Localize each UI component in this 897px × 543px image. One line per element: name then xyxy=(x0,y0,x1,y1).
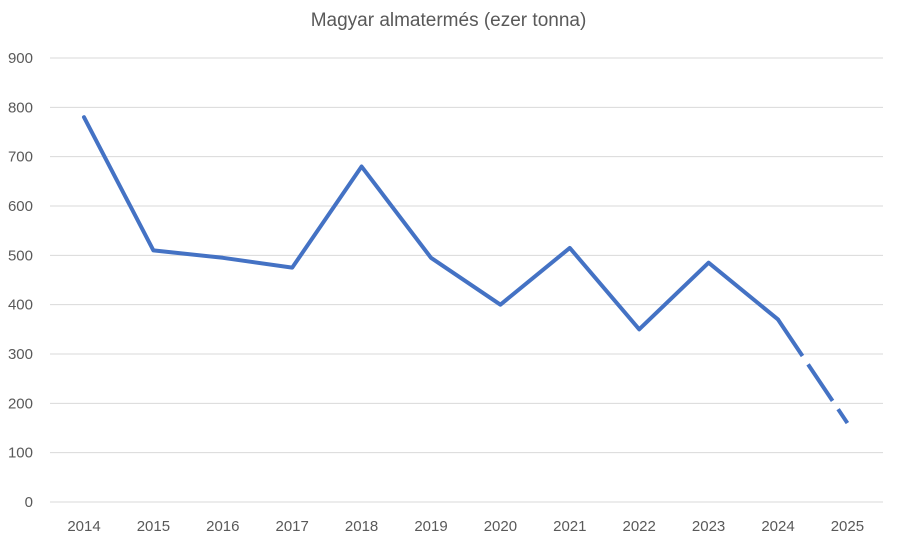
x-tick-label: 2017 xyxy=(276,518,309,535)
x-tick-label: 2021 xyxy=(553,518,586,535)
series-line xyxy=(82,115,780,332)
y-tick-label: 800 xyxy=(8,99,33,116)
y-tick-label: 700 xyxy=(8,149,33,166)
series-lines xyxy=(82,115,850,425)
x-tick-label: 2020 xyxy=(484,518,517,535)
y-axis-ticks: 0 100 200 300 400 500 600 700 800 900 xyxy=(8,50,33,511)
y-tick-label: 0 xyxy=(25,494,33,511)
y-tick-label: 100 xyxy=(8,445,33,462)
x-tick-label: 2025 xyxy=(831,518,864,535)
x-tick-label: 2022 xyxy=(623,518,656,535)
x-tick-label: 2015 xyxy=(137,518,170,535)
series-projection-line xyxy=(776,318,850,425)
y-tick-label: 200 xyxy=(8,395,33,412)
x-tick-label: 2019 xyxy=(414,518,447,535)
grid-lines xyxy=(50,57,883,503)
y-tick-label: 600 xyxy=(8,198,33,215)
y-tick-label: 500 xyxy=(8,247,33,264)
x-tick-label: 2014 xyxy=(67,518,100,535)
chart-title: Magyar almatermés (ezer tonna) xyxy=(310,10,587,31)
y-tick-label: 900 xyxy=(8,50,33,67)
y-tick-label: 400 xyxy=(8,297,33,314)
x-tick-label: 2024 xyxy=(761,518,794,535)
x-axis-ticks: 2014 2015 2016 2017 2018 2019 2020 2021 2022 2023… xyxy=(67,518,864,535)
x-tick-label: 2016 xyxy=(206,518,239,535)
x-tick-label: 2018 xyxy=(345,518,378,535)
y-tick-label: 300 xyxy=(8,346,33,363)
x-tick-label: 2023 xyxy=(692,518,725,535)
